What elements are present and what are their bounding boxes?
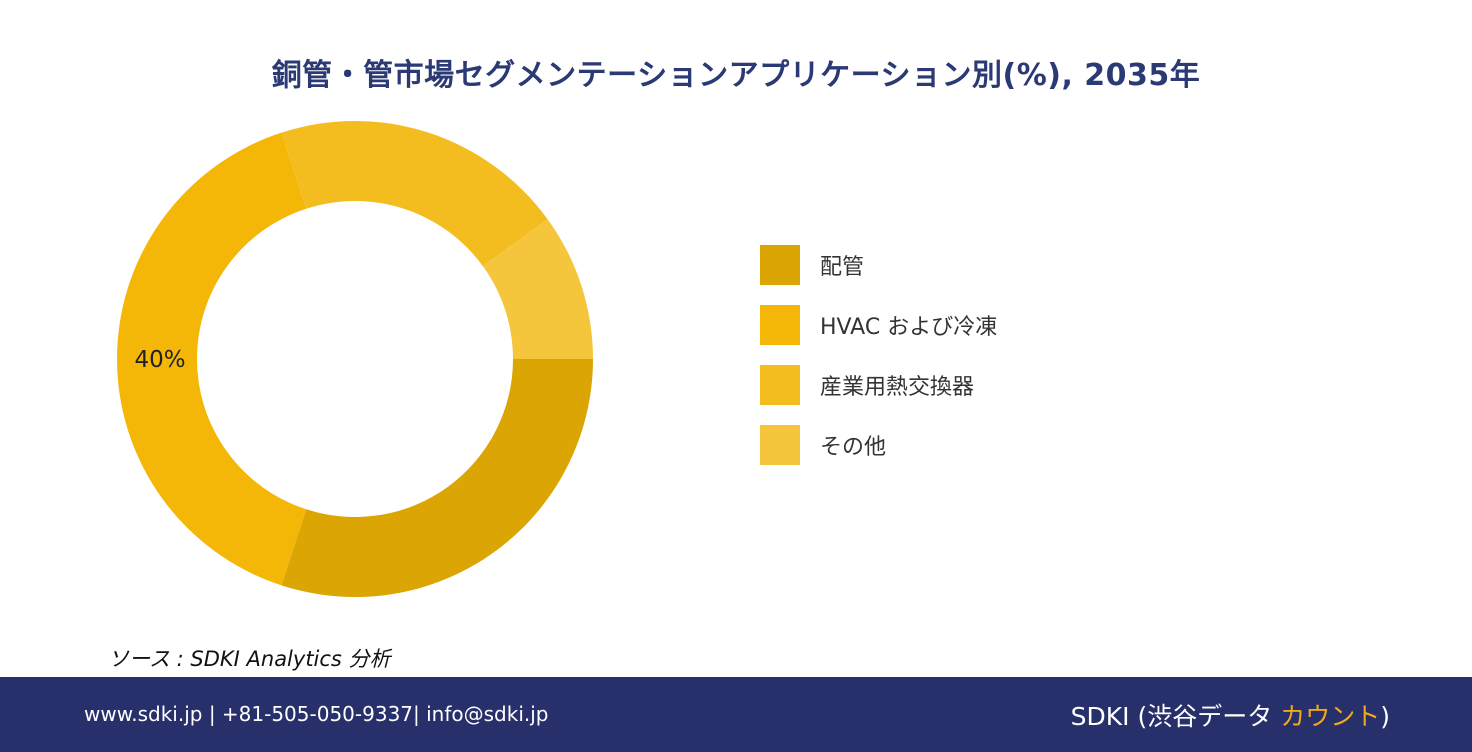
- legend-swatch-heat-exchanger: [760, 365, 800, 405]
- legend-label-hvac: HVAC および冷凍: [820, 315, 998, 340]
- brand-accent: カウント: [1280, 702, 1381, 731]
- legend-item-other: その他: [760, 425, 997, 465]
- legend: 配管 HVAC および冷凍 産業用熱交換器 その他: [760, 245, 997, 485]
- legend-label-piping: 配管: [820, 255, 865, 280]
- legend-label-other: その他: [820, 435, 887, 460]
- chart-title: 銅管・管市場セグメンテーションアプリケーション別(%), 2035年: [271, 58, 1201, 93]
- donut-slice-other: [482, 219, 593, 359]
- legend-swatch-piping: [760, 245, 800, 285]
- legend-item-hvac: HVAC および冷凍: [760, 305, 997, 345]
- donut-slice-heat-exchanger: [281, 121, 548, 267]
- brand-end: ): [1380, 702, 1390, 731]
- footer-bar: www.sdki.jp | +81-505-050-9337| info@sdk…: [0, 677, 1472, 752]
- legend-swatch-other: [760, 425, 800, 465]
- donut-slice-piping: [281, 359, 593, 597]
- source-note: ソース : SDKI Analytics 分析: [108, 647, 391, 671]
- legend-label-heat-exchanger: 産業用熱交換器: [820, 375, 975, 400]
- brand-main: SDKI (渋谷データ: [1070, 702, 1281, 731]
- legend-swatch-hvac: [760, 305, 800, 345]
- donut-slice-hvac: [116, 132, 307, 586]
- legend-item-piping: 配管: [760, 245, 997, 285]
- legend-item-heat-exchanger: 産業用熱交換器: [760, 365, 997, 405]
- data-label-hvac: 40%: [134, 347, 185, 373]
- footer-contact: www.sdki.jp | +81-505-050-9337| info@sdk…: [84, 702, 549, 726]
- footer-brand: SDKI (渋谷データ カウント): [1071, 697, 1390, 733]
